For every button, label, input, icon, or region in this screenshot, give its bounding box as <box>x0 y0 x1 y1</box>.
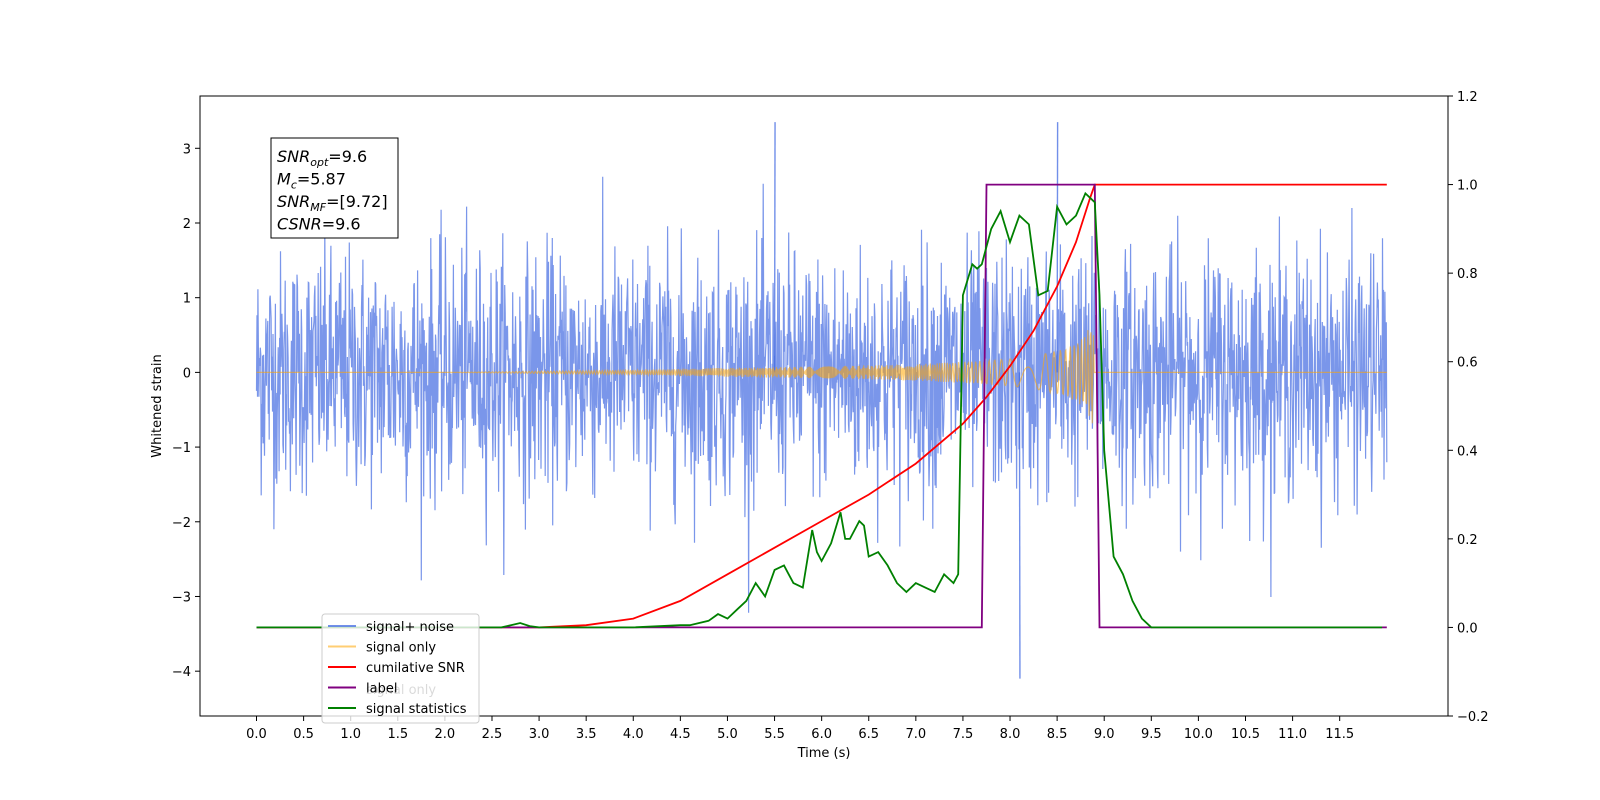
x-tick-label: 1.0 <box>340 727 361 742</box>
signal-noise-peak <box>1018 372 1021 679</box>
annotation-line: CSNR=9.6 <box>277 215 361 234</box>
x-tick-label: 8.0 <box>1000 727 1021 742</box>
x-tick-label: 4.0 <box>623 727 644 742</box>
x-tick-label: 0.5 <box>293 727 314 742</box>
y-tick-label: 3 <box>183 142 191 157</box>
y-axis-left: −4 −3 −2 −1 0 1 2 3 <box>172 142 200 680</box>
y2-tick-label: −0.2 <box>1457 710 1489 725</box>
annotation-line: SNRopt=9.6 <box>277 147 367 169</box>
x-tick-label: 9.0 <box>1094 727 1115 742</box>
series-signal-only-line <box>256 330 1387 424</box>
x-tick-label: 3.5 <box>576 727 597 742</box>
y-axis-label: Whitened strain <box>150 354 165 457</box>
signal-noise-peak <box>1056 122 1059 373</box>
x-tick-label: 2.5 <box>482 727 503 742</box>
y2-tick-label: 1.2 <box>1457 90 1478 105</box>
y-axis-right: −0.2 0.0 0.2 0.4 0.6 0.8 1.0 1.2 <box>1448 90 1489 725</box>
y2-tick-label: 0.8 <box>1457 267 1478 282</box>
y2-tick-label: 0.2 <box>1457 533 1478 548</box>
x-tick-label: 8.5 <box>1047 727 1068 742</box>
annotation-frame <box>270 137 399 239</box>
x-tick-label: 5.0 <box>717 727 738 742</box>
x-tick-label: 9.5 <box>1141 727 1162 742</box>
annotation-line: SNRMF=[9.72] <box>277 192 388 214</box>
series-cumilative-snr-line <box>256 183 1387 629</box>
annotation-line: Mc=5.87 <box>277 170 346 192</box>
x-tick-label: 3.0 <box>529 727 550 742</box>
y-tick-label: −3 <box>172 590 191 605</box>
y2-tick-label: 0.0 <box>1457 621 1478 636</box>
x-tick-label: 7.0 <box>905 727 926 742</box>
legend: signal+ noise signal only cumilative SNR la… <box>321 613 480 724</box>
x-tick-label: 1.5 <box>387 727 408 742</box>
x-tick-label: 5.5 <box>764 727 785 742</box>
y-tick-label: 0 <box>183 366 191 381</box>
y-tick-label: 1 <box>183 292 191 307</box>
y2-tick-label: 0.4 <box>1457 444 1478 459</box>
y-tick-label: −2 <box>172 516 191 531</box>
x-tick-label: 4.5 <box>670 727 691 742</box>
legend-label: signal+ noise <box>366 620 454 635</box>
x-tick-label: 2.0 <box>435 727 456 742</box>
series-signal-statistics-line <box>256 191 1383 629</box>
x-axis-label: Time (s) <box>797 746 851 761</box>
signal-noise-peak <box>773 122 776 373</box>
y-tick-label: −4 <box>172 665 191 680</box>
x-tick-label: 6.5 <box>858 727 879 742</box>
x-tick-label: 7.5 <box>953 727 974 742</box>
axes-frame <box>199 95 1449 717</box>
y2-tick-label: 1.0 <box>1457 179 1478 194</box>
y2-tick-label: 0.6 <box>1457 356 1478 371</box>
legend-frame <box>321 613 480 724</box>
plot-area <box>255 122 1388 679</box>
legend-label: signal statistics <box>366 702 467 717</box>
x-tick-label: 11.5 <box>1325 727 1354 742</box>
x-tick-label: 11.0 <box>1278 727 1307 742</box>
legend-label: label <box>366 682 397 697</box>
y-tick-label: 2 <box>183 217 191 232</box>
legend-ghost-label: signal only <box>366 683 436 698</box>
y-tick-label: −1 <box>172 441 191 456</box>
series-label-line <box>256 183 1387 629</box>
x-tick-label: 10.5 <box>1231 727 1260 742</box>
x-axis: 0.0 0.5 1.0 1.5 2.0 2.5 3.0 3.5 4.0 4.5 5.0 5.5 6.0 6… <box>246 716 1354 742</box>
series-signal-noise-line <box>255 176 1388 613</box>
x-tick-label: 10.0 <box>1184 727 1213 742</box>
x-tick-label: 0.0 <box>246 727 267 742</box>
legend-label: cumilative SNR <box>366 661 465 676</box>
legend-label: signal only <box>366 641 436 656</box>
x-tick-label: 6.0 <box>811 727 832 742</box>
